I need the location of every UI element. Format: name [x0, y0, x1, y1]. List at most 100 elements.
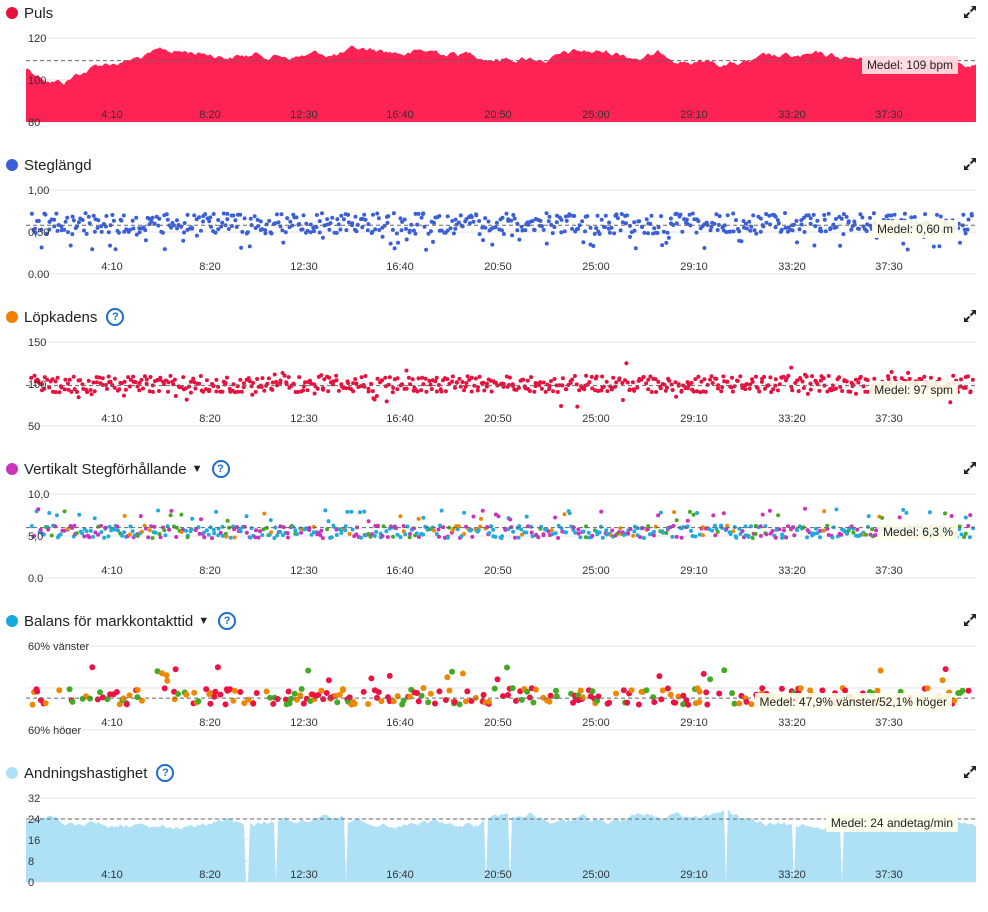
data-point	[573, 530, 578, 535]
data-point	[325, 527, 330, 532]
data-point	[474, 213, 479, 218]
data-point	[632, 228, 637, 233]
data-point	[404, 226, 408, 231]
data-point	[365, 228, 370, 233]
data-point	[603, 225, 608, 230]
data-point	[99, 224, 104, 229]
data-point	[830, 535, 835, 540]
question-circle-icon[interactable]: ?	[106, 308, 125, 326]
data-point	[860, 215, 865, 220]
data-point	[487, 531, 492, 535]
legend-dot-icon	[6, 311, 18, 323]
data-point	[519, 224, 524, 229]
data-point	[744, 382, 749, 386]
data-point	[349, 509, 354, 514]
chart-area[interactable]: 120 100 80 4:10 8:20 12:30 16:40 20:50 25:00 29:1…	[0, 26, 988, 126]
caret-down-icon[interactable]: ▼	[191, 463, 203, 475]
expand-arrows-icon[interactable]	[962, 308, 978, 324]
chart-area[interactable]: 10,0 5,0 0,0 4:10 8:20 12:30 16:40 20:50 25:00 29…	[0, 482, 988, 582]
data-point	[276, 220, 281, 225]
data-point	[720, 385, 725, 390]
data-point	[152, 524, 157, 529]
data-point	[846, 220, 851, 225]
data-point	[664, 685, 671, 692]
data-point	[468, 698, 475, 704]
data-point	[127, 532, 132, 537]
data-point	[147, 528, 152, 533]
data-point	[55, 228, 60, 233]
caret-down-icon[interactable]: ▼	[198, 615, 210, 627]
data-point	[661, 229, 666, 234]
question-circle-icon[interactable]: ?	[211, 460, 230, 478]
data-point	[808, 216, 813, 221]
data-point	[541, 533, 546, 538]
expand-arrows-icon[interactable]	[962, 612, 978, 628]
data-point	[126, 692, 133, 699]
data-point	[427, 378, 432, 383]
data-point	[951, 697, 958, 704]
data-point	[347, 531, 352, 536]
data-point	[153, 530, 158, 535]
expand-arrows-icon[interactable]	[962, 764, 978, 780]
data-point	[366, 532, 371, 536]
data-point	[370, 389, 375, 394]
data-point	[524, 688, 531, 695]
data-point	[253, 690, 260, 696]
data-point	[168, 373, 173, 378]
data-point	[42, 386, 47, 391]
data-point	[696, 374, 701, 379]
chart-area[interactable]: 60% vänster 60% höger 4:10 8:20 12:30 16:40 20…	[0, 634, 988, 734]
expand-arrows-icon[interactable]	[962, 460, 978, 476]
data-point	[529, 530, 534, 535]
data-point	[576, 527, 581, 532]
chart-area[interactable]: 150 100 50 4:10 8:20 12:30 16:40 20:50 25:00 29:1…	[0, 330, 988, 430]
data-point	[86, 214, 91, 219]
chart-area[interactable]: 1,00 0,50 0,00 4:10 8:20 12:30 16:40 20:50 25:00…	[0, 178, 988, 278]
data-point	[550, 532, 555, 537]
data-point	[260, 376, 265, 381]
data-point	[644, 381, 649, 386]
data-point	[509, 218, 514, 223]
data-point	[99, 694, 106, 701]
data-point	[620, 687, 627, 694]
data-point	[484, 381, 489, 386]
data-point	[819, 229, 824, 234]
data-point	[628, 687, 635, 694]
data-point	[303, 380, 307, 385]
data-point	[504, 664, 510, 671]
data-point	[795, 528, 799, 533]
data-point	[437, 534, 441, 539]
data-point	[380, 234, 385, 239]
data-point	[363, 217, 368, 222]
y-axis-label: 1,00	[28, 185, 49, 197]
data-point	[83, 211, 88, 216]
data-point	[852, 219, 857, 224]
question-circle-icon[interactable]: ?	[218, 612, 237, 630]
data-point	[400, 219, 405, 224]
data-point	[229, 224, 234, 228]
x-axis-label: 20:50	[484, 869, 512, 881]
data-point	[281, 240, 286, 245]
question-circle-icon[interactable]: ?	[156, 764, 175, 782]
data-point	[59, 385, 64, 390]
data-point	[844, 379, 849, 384]
data-point	[491, 527, 496, 532]
data-point	[209, 536, 214, 541]
data-point	[931, 244, 936, 249]
data-point	[507, 383, 511, 387]
expand-arrows-icon[interactable]	[962, 4, 978, 20]
data-point	[700, 670, 707, 677]
x-axis-label: 8:20	[199, 717, 220, 729]
chart-area[interactable]: 32 24 16 8 0 4:10 8:20 12:30 16:40 20:50 25:00 29:1…	[0, 786, 988, 886]
data-point	[456, 220, 461, 225]
data-point	[939, 677, 946, 684]
data-point	[274, 696, 281, 702]
data-point	[763, 524, 768, 529]
data-point	[156, 223, 161, 228]
data-point	[256, 535, 261, 540]
data-point	[750, 379, 755, 384]
data-point	[374, 394, 379, 398]
expand-arrows-icon[interactable]	[962, 156, 978, 172]
panel-andn: Andningshastighet? 32 24 16 8 0 4:10 8:20 12:30 1…	[0, 760, 988, 912]
data-point	[721, 511, 726, 516]
